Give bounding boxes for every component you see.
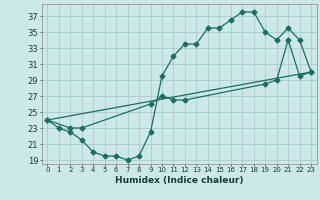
X-axis label: Humidex (Indice chaleur): Humidex (Indice chaleur) <box>115 176 244 185</box>
